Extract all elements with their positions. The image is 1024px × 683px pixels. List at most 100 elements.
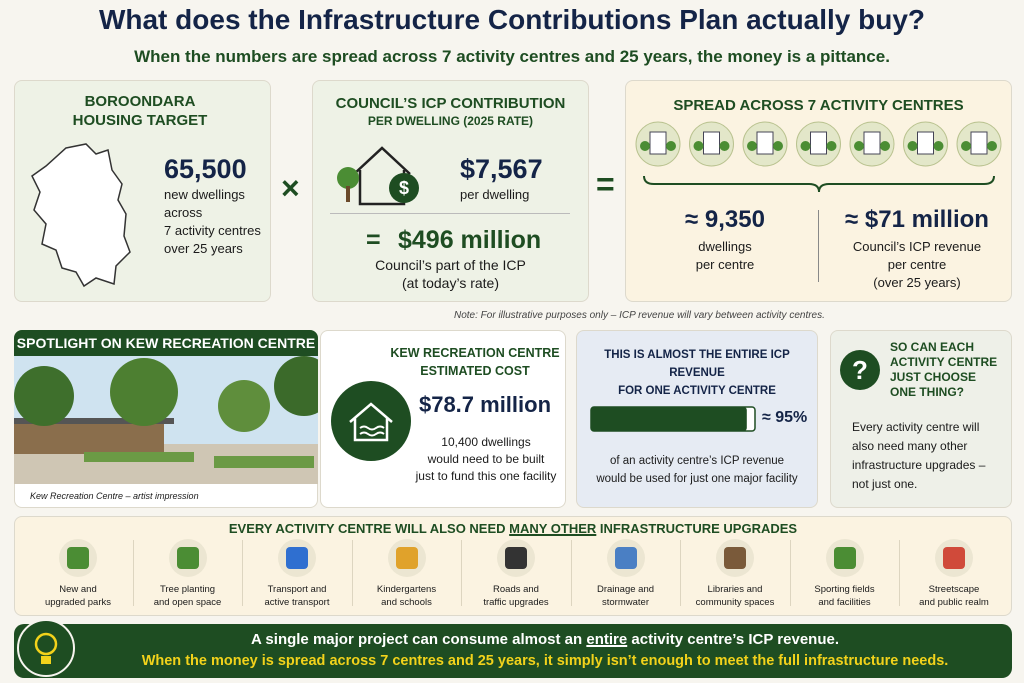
tree bbox=[747, 141, 757, 151]
text-line: JUST CHOOSE bbox=[890, 370, 977, 384]
note: Note: For illustrative purposes only – I… bbox=[454, 310, 825, 321]
building bbox=[970, 131, 988, 155]
text-line: 7 activity centres bbox=[164, 223, 261, 238]
footer-banner bbox=[14, 624, 1012, 678]
per-dwelling-label: per dwelling bbox=[460, 187, 530, 202]
equals-sign: = bbox=[366, 226, 381, 254]
text-line: community spaces bbox=[695, 597, 775, 608]
tree bbox=[907, 141, 918, 151]
upgrade-label: New and upgraded parks bbox=[24, 583, 132, 609]
building bbox=[703, 131, 720, 155]
text-line: would be used for just one major facilit… bbox=[596, 473, 798, 485]
upgrade-icon bbox=[935, 539, 973, 577]
text-part: EVERY ACTIVITY CENTRE WILL ALSO NEED bbox=[228, 521, 510, 536]
upgrade-label: Tree planting and open space bbox=[134, 583, 242, 609]
facility-icon bbox=[331, 381, 411, 461]
upgrade-label: Transport and active transport bbox=[243, 583, 351, 609]
text-line: and open space bbox=[153, 597, 222, 608]
text-line: over 25 years bbox=[164, 241, 243, 256]
share-lines: of an activity centre’s ICP revenue would… bbox=[576, 452, 818, 488]
text-line: ACTIVITY CENTRE bbox=[890, 355, 998, 369]
text-line: ESTIMATED COST bbox=[420, 364, 530, 378]
text-line: not just one. bbox=[852, 477, 918, 491]
upgrade-label: Libraries and community spaces bbox=[681, 583, 789, 609]
per-dwelling-value: $7,567 bbox=[460, 154, 543, 184]
text-line: of an activity centre’s ICP revenue bbox=[609, 455, 785, 467]
text-line: stormwater bbox=[602, 597, 649, 608]
tree bbox=[666, 141, 676, 151]
icon-shape bbox=[724, 547, 746, 569]
map-outline bbox=[31, 143, 131, 288]
upgrade-icon bbox=[278, 539, 316, 577]
text-line: THIS IS ALMOST THE ENTIRE ICP REVENUE bbox=[604, 349, 790, 379]
text-line: dwellings bbox=[698, 239, 752, 254]
progress-bar bbox=[590, 406, 756, 432]
caption: Kew Recreation Centre – artist impressio… bbox=[30, 491, 199, 501]
building bbox=[756, 131, 774, 155]
brace bbox=[643, 175, 995, 193]
equals: = bbox=[596, 166, 615, 202]
tree bbox=[640, 141, 650, 151]
text-line: per centre bbox=[695, 257, 755, 272]
text-line: Kindergartens bbox=[376, 584, 437, 595]
upgrade-label: Sporting fields and facilities bbox=[791, 583, 899, 609]
icon-shape bbox=[505, 547, 527, 569]
building bbox=[863, 131, 881, 155]
total-lines: Council’s part of the ICP (at today’s rat… bbox=[312, 256, 589, 292]
icon-shape bbox=[395, 547, 418, 569]
icon-shape bbox=[176, 547, 199, 569]
separator bbox=[789, 540, 791, 606]
upgrade-label: Streetscape and public realm bbox=[900, 583, 1008, 609]
text-line: across bbox=[164, 205, 203, 220]
cost-value: $78.7 million bbox=[418, 392, 552, 417]
upgrades-title: EVERY ACTIVITY CENTRE WILL ALSO NEED MAN… bbox=[14, 521, 1012, 536]
text-line: and schools bbox=[381, 597, 432, 608]
divider bbox=[330, 213, 570, 214]
separator bbox=[351, 540, 353, 606]
text-line: also need many other bbox=[852, 439, 968, 453]
text-line: Every activity centre will bbox=[852, 420, 980, 434]
tree bbox=[987, 141, 997, 151]
separator bbox=[680, 540, 681, 606]
separator bbox=[461, 540, 462, 606]
progress-label: ≈ 95% bbox=[762, 409, 808, 426]
text-line: (at today’s rate) bbox=[401, 275, 499, 291]
separator bbox=[570, 540, 572, 606]
text-line: active transport bbox=[264, 597, 330, 608]
text-part: MANY OTHER bbox=[509, 521, 597, 536]
activity-centres bbox=[635, 121, 1002, 193]
icon-shape bbox=[286, 547, 308, 569]
text-line: infrastructure upgrades – bbox=[852, 458, 986, 472]
house-icon: $ bbox=[337, 146, 419, 206]
tree bbox=[961, 141, 971, 151]
text-line: Roads and bbox=[493, 584, 539, 595]
text-line: per centre bbox=[887, 257, 947, 272]
text-line: SO CAN EACH bbox=[890, 340, 975, 354]
building bbox=[810, 131, 827, 155]
svg-text:$: $ bbox=[399, 178, 409, 198]
text-line: Transport and bbox=[267, 584, 327, 595]
dwellings-target: 65,500 bbox=[164, 154, 247, 184]
total-value: $496 million bbox=[398, 226, 542, 254]
upgrade-label: Kindergartens and schools bbox=[353, 583, 461, 609]
tree bbox=[719, 141, 730, 151]
footer-line-2: When the money is spread across 7 centre… bbox=[141, 653, 949, 669]
lightbulb-icon bbox=[17, 619, 75, 677]
text-line: KEW RECREATION CENTRE bbox=[390, 346, 560, 360]
text-line: Libraries and bbox=[707, 584, 763, 595]
title: What does the Infrastructure Contributio… bbox=[98, 4, 926, 35]
multiply: × bbox=[281, 170, 300, 206]
text-line: 10,400 dwellings bbox=[441, 435, 531, 449]
upgrade-icon bbox=[59, 539, 97, 577]
panel-title: SPREAD ACROSS 7 ACTIVITY CENTRES bbox=[673, 97, 964, 114]
icon-shape bbox=[614, 547, 637, 569]
text-line: would need to be built bbox=[427, 452, 545, 466]
question-icon: ? bbox=[840, 350, 880, 390]
building bbox=[649, 131, 667, 155]
divider bbox=[818, 210, 819, 282]
icon-shape bbox=[67, 547, 89, 569]
text-line: and facilities bbox=[818, 597, 871, 608]
target-lines: new dwellings across 7 activity centres ove… bbox=[164, 186, 268, 258]
text-part: activity centre’s ICP revenue. bbox=[627, 631, 839, 648]
